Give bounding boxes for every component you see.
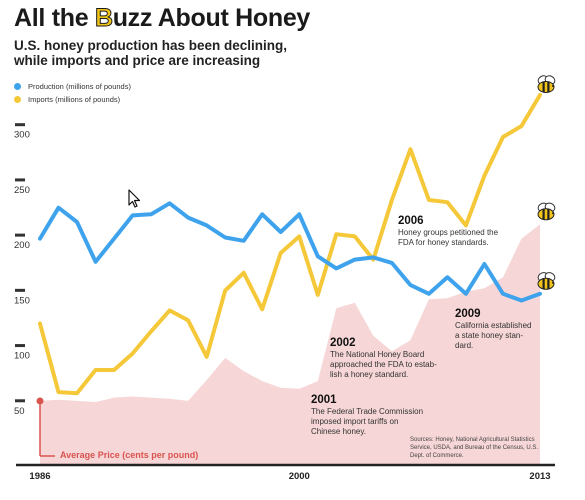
legend-item-production: Production (millions of pounds) — [14, 80, 131, 93]
annotation-2002: 2002 The National Honey Board approached … — [330, 337, 437, 380]
annotation-2001-text: The Federal Trade Commission imposed imp… — [311, 407, 424, 436]
annotation-2006-text: Honey groups petitioned the FDA for hone… — [398, 228, 499, 247]
annotation-2001-year: 2001 — [311, 394, 337, 406]
bee-icon-price — [537, 202, 556, 221]
bee-letter-b: B — [94, 4, 113, 33]
imports-line — [38, 93, 542, 396]
sources-note: Sources: Honey, National Agricultural St… — [410, 437, 539, 459]
cursor-arrow-icon — [128, 189, 141, 208]
legend-label-production: Production (millions of pounds) — [28, 82, 131, 91]
x-tick-label-1986: 1986 — [29, 471, 50, 482]
annotation-2002-text: The National Honey Board approached the … — [330, 350, 437, 379]
annotation-2009-year: 2009 — [455, 308, 481, 320]
annotation-2006-year: 2006 — [398, 215, 424, 227]
chart-title: All the Buzz About Honey — [14, 4, 311, 33]
annotation-2006: 2006 Honey groups petitioned the FDA for … — [398, 215, 499, 248]
y-tick-label-250: 250 — [14, 185, 30, 196]
bee-icon-production — [537, 272, 556, 290]
annotation-2009-text: California established a state honey sta… — [455, 321, 532, 350]
legend-item-imports: Imports (millions of pounds) — [14, 93, 131, 106]
y-tick-label-50: 50 — [14, 406, 25, 417]
y-tick-label-300: 300 — [14, 130, 30, 141]
price-start-point — [36, 397, 44, 405]
annotation-2001: 2001 The Federal Trade Commission imposed… — [311, 394, 424, 437]
chart-subtitle: U.S. honey production has been declining… — [14, 38, 288, 68]
annotation-2002-year: 2002 — [330, 337, 356, 349]
y-tick-label-150: 150 — [14, 295, 30, 306]
production-line — [38, 201, 542, 303]
x-tick-label-2000: 2000 — [289, 471, 310, 482]
price-area — [40, 224, 540, 465]
y-tick-label-100: 100 — [14, 351, 30, 362]
legend: Production (millions of pounds) Imports … — [14, 80, 131, 106]
legend-swatch-production — [14, 83, 21, 90]
legend-label-imports: Imports (millions of pounds) — [28, 95, 121, 104]
y-tick-label-200: 200 — [14, 240, 30, 251]
annotation-2009: 2009 California established a state honey… — [455, 308, 532, 351]
x-tick-label-2013: 2013 — [529, 471, 550, 482]
bee-icon-imports — [537, 75, 556, 93]
legend-swatch-imports — [14, 96, 21, 103]
price-series-label: Average Price (cents per pound) — [60, 450, 199, 460]
